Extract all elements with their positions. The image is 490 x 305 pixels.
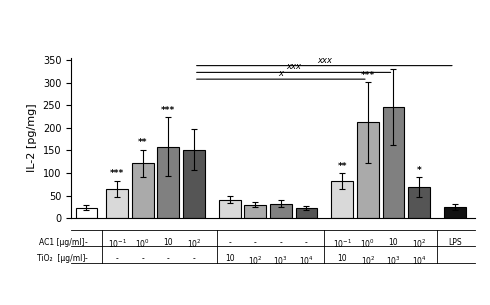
Bar <box>157 147 179 218</box>
Text: -: - <box>279 238 282 247</box>
Text: xxx: xxx <box>317 56 332 65</box>
Text: **: ** <box>138 138 147 147</box>
Text: -: - <box>193 254 195 263</box>
Text: 10: 10 <box>225 254 235 263</box>
Text: AC1 [μg/ml]: AC1 [μg/ml] <box>40 238 85 247</box>
Bar <box>331 181 353 218</box>
Bar <box>444 207 465 218</box>
Text: **: ** <box>338 162 347 171</box>
Text: -: - <box>254 238 257 247</box>
Bar <box>106 189 128 218</box>
Y-axis label: IL-2 [pg/mg]: IL-2 [pg/mg] <box>27 104 37 172</box>
Text: 10$^{-1}$: 10$^{-1}$ <box>333 238 352 250</box>
Bar <box>383 107 404 218</box>
Text: ***: *** <box>161 106 175 115</box>
Bar <box>408 187 430 218</box>
Text: TiO₂  [μg/ml]: TiO₂ [μg/ml] <box>37 254 85 263</box>
Bar <box>75 208 98 218</box>
Bar <box>219 199 241 218</box>
Bar <box>183 149 205 218</box>
Text: ***: *** <box>361 70 375 80</box>
Text: 10$^{3}$: 10$^{3}$ <box>386 254 401 267</box>
Text: 10$^{2}$: 10$^{2}$ <box>412 238 426 250</box>
Text: x: x <box>278 69 283 78</box>
Text: 10: 10 <box>338 254 347 263</box>
Text: 10$^{2}$: 10$^{2}$ <box>361 254 375 267</box>
Bar <box>245 205 266 218</box>
Text: 10$^{3}$: 10$^{3}$ <box>273 254 288 267</box>
Text: 10$^{2}$: 10$^{2}$ <box>248 254 263 267</box>
Text: -: - <box>167 254 170 263</box>
Bar <box>295 208 318 218</box>
Text: -: - <box>141 254 144 263</box>
Text: LPS: LPS <box>448 238 462 247</box>
Text: xxx: xxx <box>286 63 301 71</box>
Text: -: - <box>85 238 88 247</box>
Text: ***: *** <box>110 169 124 178</box>
Text: 10$^{0}$: 10$^{0}$ <box>360 238 375 250</box>
Text: 10: 10 <box>164 238 173 247</box>
Text: 10$^{4}$: 10$^{4}$ <box>412 254 426 267</box>
Bar <box>357 122 379 218</box>
Text: 10$^{2}$: 10$^{2}$ <box>187 238 201 250</box>
Text: 10: 10 <box>389 238 398 247</box>
Text: -: - <box>116 254 119 263</box>
Bar <box>132 163 153 218</box>
Text: -: - <box>305 238 308 247</box>
Text: -: - <box>85 254 88 263</box>
Text: 10$^{-1}$: 10$^{-1}$ <box>107 238 127 250</box>
Bar <box>270 204 292 218</box>
Text: -: - <box>228 238 231 247</box>
Text: *: * <box>416 166 421 175</box>
Text: 10$^{0}$: 10$^{0}$ <box>135 238 150 250</box>
Text: 10$^{4}$: 10$^{4}$ <box>299 254 314 267</box>
